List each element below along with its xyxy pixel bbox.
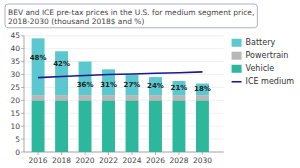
x-tick-label: 2022 xyxy=(99,156,118,165)
annotation: 31% xyxy=(100,81,117,89)
legend-swatch xyxy=(232,65,242,73)
x-tick xyxy=(178,152,179,155)
legend-label: Powertrain xyxy=(246,51,289,60)
y-tick-label: 10 xyxy=(10,122,20,131)
bar-segment xyxy=(55,51,68,95)
x-tick xyxy=(61,152,62,155)
legend-label: ICE medium xyxy=(246,77,295,86)
grid xyxy=(24,36,224,152)
legend-label: Vehicle xyxy=(246,64,275,73)
plot-area xyxy=(32,38,209,152)
grid-line xyxy=(24,126,224,127)
bar-segment xyxy=(32,38,45,95)
annotation: 36% xyxy=(77,81,94,89)
x-tick-label: 2020 xyxy=(76,156,95,165)
y-tick-label: 30 xyxy=(10,70,20,79)
y-tick xyxy=(21,87,24,88)
y-tick-label: 20 xyxy=(10,96,20,105)
bar-segment xyxy=(149,95,162,100)
grid-line xyxy=(24,35,224,36)
y-tick-label: 45 xyxy=(10,31,20,40)
x-tick xyxy=(85,152,86,155)
bar-segment xyxy=(196,95,209,100)
axes: 0 5 10 15 20 25 30 35 40 45 2016 2018 2020 2022 2024 20… xyxy=(10,31,223,165)
x-tick-label: 2026 xyxy=(146,156,165,165)
bar-segment xyxy=(149,100,162,152)
grid-line xyxy=(24,139,224,140)
x-tick-label: 2030 xyxy=(193,156,212,165)
x-tick-label: 2024 xyxy=(122,156,141,165)
x-tick xyxy=(155,152,156,155)
y-tick xyxy=(21,113,24,114)
title: BEV and ICE pre-tax prices in the U.S. f… xyxy=(8,8,254,26)
chart: BEV and ICE pre-tax prices in the U.S. f… xyxy=(0,0,300,168)
bar-segment xyxy=(126,100,139,152)
y-tick-label: 0 xyxy=(15,148,20,157)
y-tick xyxy=(21,100,24,101)
x-tick xyxy=(202,152,203,155)
line xyxy=(38,72,202,78)
legend-swatch xyxy=(232,52,242,60)
annotation: 27% xyxy=(124,81,141,89)
y-tick xyxy=(21,139,24,140)
annotation: 24% xyxy=(147,82,164,90)
annotation: 21% xyxy=(171,84,188,92)
annotation: 42% xyxy=(53,60,70,68)
y-tick xyxy=(21,152,24,153)
bar-segment xyxy=(102,100,115,152)
y-tick xyxy=(21,61,24,62)
y-tick-label: 5 xyxy=(15,135,20,144)
bar-segment xyxy=(173,100,186,152)
bar-segment xyxy=(79,62,92,96)
y-tick-label: 25 xyxy=(10,83,20,92)
x-tick-label: 2016 xyxy=(29,156,48,165)
y-tick xyxy=(21,74,24,75)
grid-line xyxy=(24,113,224,114)
x-tick xyxy=(132,152,133,155)
title-group: BEV and ICE pre-tax prices in the U.S. f… xyxy=(5,4,257,28)
y-tick-label: 15 xyxy=(10,109,20,118)
x-tick-label: 2018 xyxy=(52,156,71,165)
bar-segment xyxy=(196,100,209,152)
y-tick xyxy=(21,126,24,127)
legend-label: Battery xyxy=(246,38,276,47)
bar-segment xyxy=(55,95,68,100)
y-tick xyxy=(21,48,24,49)
grid-line xyxy=(24,152,224,153)
x-tick-label: 2028 xyxy=(169,156,188,165)
x-tick xyxy=(108,152,109,155)
grid-line xyxy=(24,48,224,49)
bar-segment xyxy=(102,95,115,100)
x-tick xyxy=(38,152,39,155)
y-tick xyxy=(21,35,24,36)
legend-swatch xyxy=(232,81,242,83)
bar-segment xyxy=(79,100,92,152)
grid-line xyxy=(24,100,224,101)
bar-segment xyxy=(173,95,186,100)
annotations: 48% 42% 36% 31% 27% 24% 21% 18% xyxy=(30,54,211,93)
annotation: 18% xyxy=(194,85,211,93)
x-axis-line xyxy=(24,152,224,153)
y-axis-line xyxy=(24,36,25,152)
bar-segment xyxy=(126,95,139,100)
legend: Battery Powertrain Vehicle ICE medium xyxy=(232,38,295,86)
legend-swatch xyxy=(232,39,242,47)
annotation: 48% xyxy=(30,54,47,62)
title-box xyxy=(5,4,257,28)
bar-segment xyxy=(79,95,92,100)
bar-segment xyxy=(55,100,68,152)
y-tick-label: 35 xyxy=(10,57,20,66)
bar-segment xyxy=(32,100,45,152)
y-tick-label: 40 xyxy=(10,44,20,53)
bar-segment xyxy=(32,95,45,100)
